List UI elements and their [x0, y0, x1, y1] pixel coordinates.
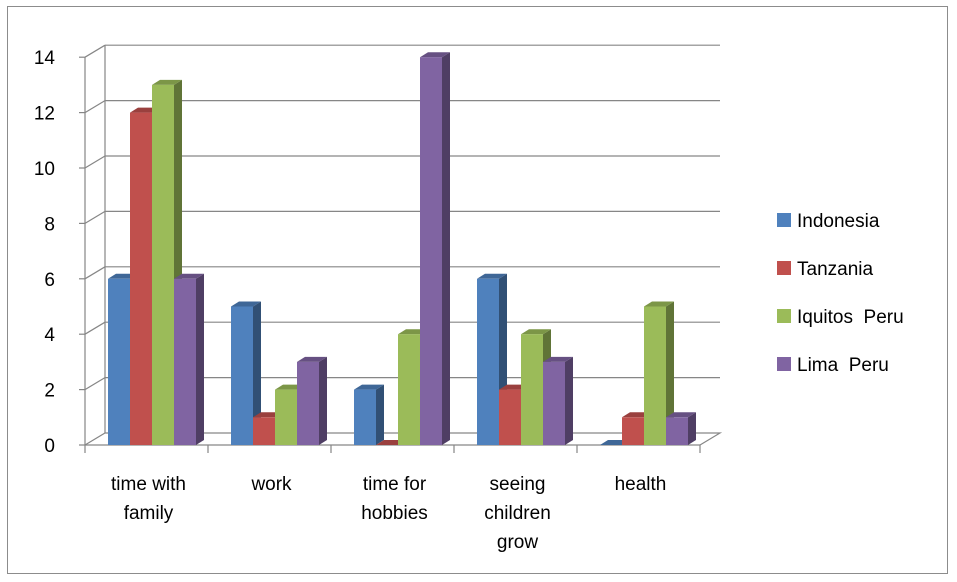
gridlines [84, 44, 720, 391]
legend-swatch [777, 357, 791, 371]
bar-top [174, 273, 204, 279]
bar-front [622, 417, 644, 445]
bar-top [420, 52, 450, 58]
bar-front [297, 361, 319, 445]
bar-side [376, 384, 384, 445]
x-category-label: hobbies [361, 503, 428, 524]
bar [543, 356, 573, 445]
bar-top [354, 384, 384, 390]
bar-top [477, 273, 507, 279]
bar-side [319, 356, 327, 445]
bar-side [666, 301, 674, 445]
bar-front [130, 112, 152, 445]
bar [231, 301, 261, 445]
x-category-label: grow [497, 532, 538, 553]
gridline-diagonal [84, 377, 106, 391]
y-tick-label: 2 [44, 381, 55, 402]
legend-swatch [777, 261, 791, 275]
bar-front [108, 278, 130, 445]
gridline-diagonal [84, 321, 106, 335]
bar-side [565, 356, 573, 445]
legend: Indonesia Tanzania Iquitos Peru Lima Peru [777, 211, 904, 376]
y-tick-label: 12 [34, 104, 55, 125]
bar-side [196, 273, 204, 445]
bar-top [297, 356, 327, 362]
bar-front [231, 306, 253, 445]
y-tick-label: 0 [44, 436, 55, 457]
legend-label: Tanzania [797, 259, 873, 280]
x-category-label: children [484, 503, 551, 524]
bar-top [644, 301, 674, 307]
x-category-label: health [615, 474, 667, 495]
y-tick-label: 4 [44, 325, 55, 346]
x-category-label: family [124, 503, 174, 524]
bar-top [666, 412, 696, 418]
bar [666, 412, 696, 445]
bar-front [644, 306, 666, 445]
x-axis-category-labels: time with family work time for hobbies seeing… [111, 474, 666, 553]
bar-front [253, 417, 275, 445]
bar-front [354, 389, 376, 445]
bar-side [253, 301, 261, 445]
legend-label: Indonesia [797, 211, 880, 232]
bar-front [152, 84, 174, 446]
bar-side [442, 52, 450, 445]
bar-top [521, 329, 551, 335]
x-category-label: time for [363, 474, 427, 495]
bar [354, 384, 384, 445]
gridline-diagonal [84, 210, 106, 224]
legend-swatch [777, 309, 791, 323]
gridline-diagonal [84, 44, 106, 58]
bar-front [174, 278, 196, 445]
bar-front [499, 389, 521, 445]
y-tick-label: 8 [44, 214, 55, 235]
bar [297, 356, 327, 445]
x-category-label: seeing [490, 474, 546, 495]
bar-front [666, 417, 688, 445]
x-category-label: work [250, 474, 292, 495]
bar [420, 52, 450, 445]
bar-front [521, 334, 543, 445]
legend-swatch [777, 213, 791, 227]
bar-top [231, 301, 261, 307]
bar-top [152, 79, 182, 85]
y-tick-label: 10 [34, 159, 55, 180]
bar [174, 273, 204, 445]
gridline-diagonal [84, 100, 106, 114]
bar-side [688, 412, 696, 445]
bar-front [543, 361, 565, 445]
x-category-label: time with [111, 474, 186, 495]
y-tick-label: 14 [34, 48, 56, 69]
bars [108, 52, 696, 446]
y-tick-label: 6 [44, 270, 55, 291]
bar-front [398, 334, 420, 445]
legend-label: Iquitos Peru [797, 307, 904, 328]
bar-top [543, 356, 573, 362]
legend-label: Lima Peru [797, 355, 889, 376]
y-axis-tick-labels: 0 2 4 6 8 10 12 14 [34, 48, 56, 457]
bar [644, 301, 674, 445]
gridline-diagonal [84, 155, 106, 169]
bar-front [477, 278, 499, 445]
bar-front [420, 57, 442, 445]
gridline-diagonal [84, 266, 106, 280]
bar-front [275, 389, 297, 445]
